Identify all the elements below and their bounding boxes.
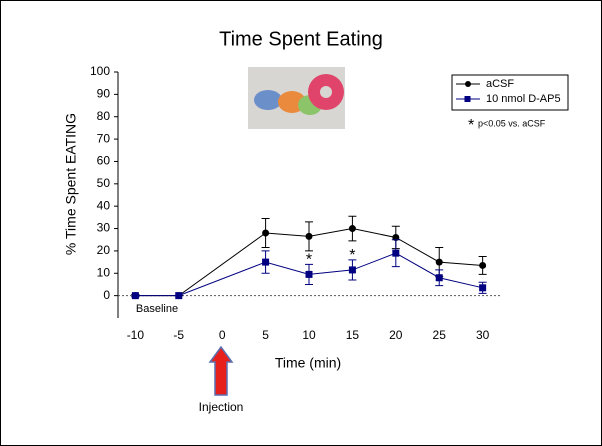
baseline-label: Baseline bbox=[136, 303, 178, 315]
significance-marker: * bbox=[306, 252, 312, 269]
significance-marker: * bbox=[349, 247, 355, 264]
y-tick-label: 80 bbox=[97, 109, 111, 123]
x-tick-label: -10 bbox=[127, 328, 145, 342]
y-tick-label: 90 bbox=[97, 87, 111, 101]
y-tick-label: 10 bbox=[97, 265, 111, 279]
y-tick-label: 50 bbox=[97, 176, 111, 190]
x-tick-label: 20 bbox=[389, 328, 403, 342]
marker bbox=[436, 259, 443, 266]
x-tick-label: 25 bbox=[433, 328, 447, 342]
chart-title: Time Spent Eating bbox=[219, 28, 383, 50]
y-tick-label: 100 bbox=[90, 64, 110, 78]
y-tick-label: 60 bbox=[97, 154, 111, 168]
legend-label: 10 nmol D-AP5 bbox=[486, 93, 561, 105]
chart: Time Spent Eating % Time Spent EATING Ti… bbox=[0, 0, 602, 446]
y-tick-label: 40 bbox=[97, 198, 111, 212]
marker bbox=[349, 266, 356, 273]
marker bbox=[392, 250, 399, 257]
page: Time Spent Eating % Time Spent EATING Ti… bbox=[0, 0, 602, 446]
significance-note: p<0.05 vs. aCSF bbox=[478, 118, 546, 128]
y-tick-label: 0 bbox=[103, 288, 110, 302]
x-tick-label: 30 bbox=[476, 328, 490, 342]
marker bbox=[175, 292, 182, 299]
marker bbox=[306, 271, 313, 278]
y-tick-label: 70 bbox=[97, 131, 111, 145]
marker bbox=[262, 259, 269, 266]
y-axis-label: % Time Spent EATING bbox=[63, 113, 79, 255]
x-tick-label: 0 bbox=[219, 328, 226, 342]
y-tick-label: 20 bbox=[97, 243, 111, 257]
legend-label: aCSF bbox=[486, 78, 514, 90]
marker bbox=[262, 230, 269, 237]
x-axis-label: Time (min) bbox=[275, 355, 341, 371]
x-tick-label: -5 bbox=[173, 328, 184, 342]
legend-marker bbox=[465, 81, 471, 87]
marker bbox=[349, 225, 356, 232]
y-tick-label: 30 bbox=[97, 221, 111, 235]
note-marker: * bbox=[468, 117, 474, 134]
marker bbox=[479, 284, 486, 291]
injection-label: Injection bbox=[199, 400, 244, 414]
marker bbox=[436, 274, 443, 281]
marker bbox=[479, 262, 486, 269]
marker bbox=[306, 233, 313, 240]
legend-marker bbox=[465, 96, 471, 102]
x-tick-label: 15 bbox=[346, 328, 360, 342]
x-tick-label: 5 bbox=[262, 328, 269, 342]
food-photo bbox=[248, 67, 345, 129]
x-tick-label: 10 bbox=[302, 328, 316, 342]
marker bbox=[132, 292, 139, 299]
